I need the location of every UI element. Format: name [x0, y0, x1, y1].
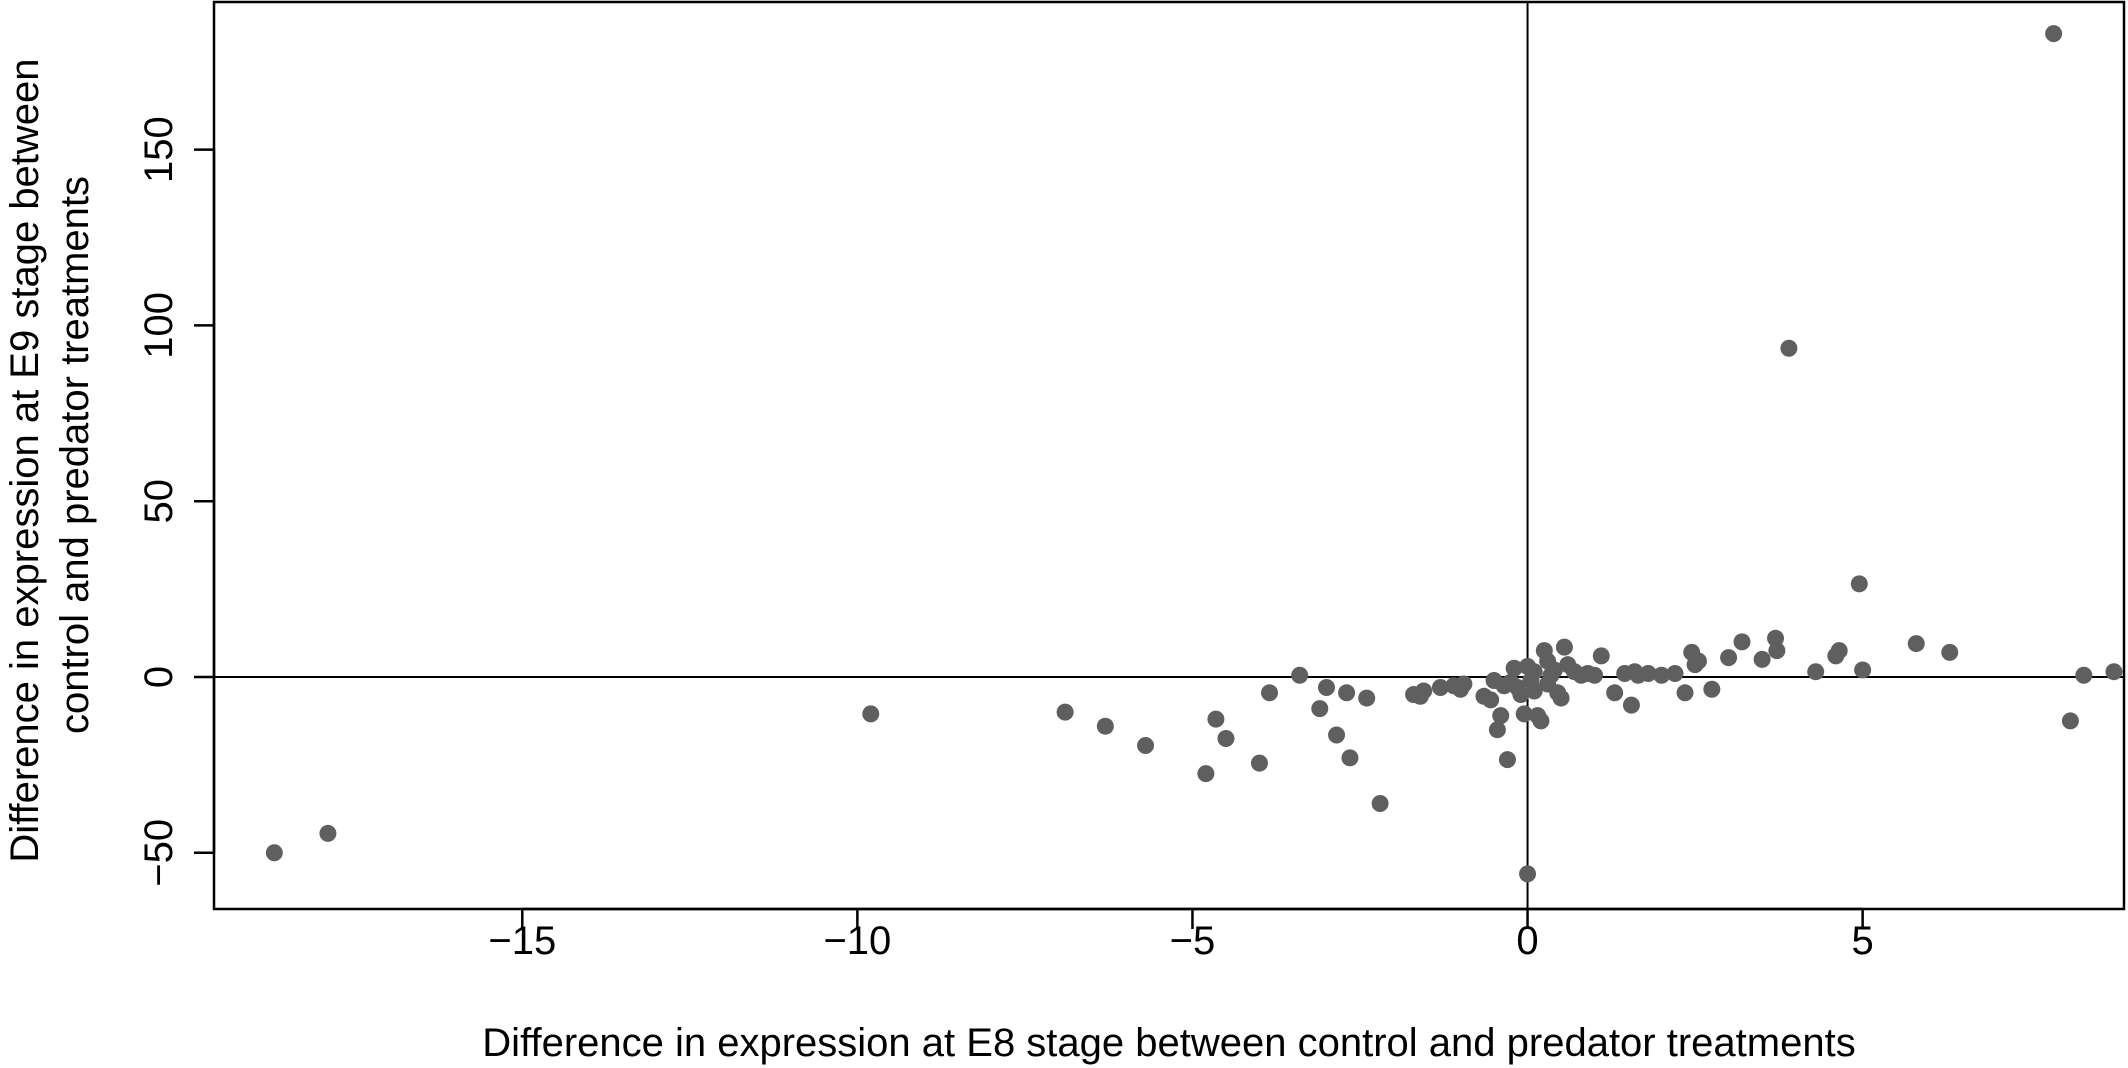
data-point	[1482, 691, 1500, 709]
data-point	[1371, 795, 1389, 813]
y-tick-label: 0	[137, 666, 181, 688]
x-tick-label: 0	[1516, 919, 1538, 963]
data-point	[1338, 684, 1356, 702]
data-point	[1676, 684, 1694, 702]
x-tick-label: −5	[1170, 919, 1216, 963]
data-point	[1498, 751, 1516, 769]
data-point	[2061, 712, 2079, 730]
data-point	[1519, 865, 1537, 883]
data-point	[1341, 749, 1359, 767]
data-point	[1689, 652, 1707, 670]
data-points	[265, 25, 2123, 883]
data-point	[1217, 729, 1235, 747]
data-point	[1492, 707, 1510, 725]
data-point	[1703, 680, 1721, 698]
x-tick-label: 5	[1852, 919, 1874, 963]
data-point	[862, 705, 880, 723]
data-point	[1622, 696, 1640, 714]
data-point	[1767, 629, 1785, 647]
data-point	[1780, 339, 1798, 357]
data-point	[1431, 679, 1449, 697]
data-point	[265, 844, 283, 862]
data-point	[1586, 666, 1604, 684]
data-point	[1525, 663, 1543, 681]
data-point	[2075, 666, 2093, 684]
x-tick-label: −15	[488, 919, 556, 963]
x-axis-title: Difference in expression at E8 stage bet…	[482, 1021, 1855, 1065]
data-point	[1505, 659, 1523, 677]
data-point	[1291, 666, 1309, 684]
data-point	[319, 824, 337, 842]
data-point	[1606, 684, 1624, 702]
data-point	[1941, 643, 1959, 661]
data-point	[1207, 710, 1225, 728]
data-point	[1733, 633, 1751, 651]
data-point	[1311, 700, 1329, 718]
data-point	[1768, 642, 1786, 660]
data-point	[1653, 666, 1671, 684]
data-point	[1415, 682, 1433, 700]
data-point	[1830, 642, 1848, 660]
data-point	[1328, 726, 1346, 744]
y-axis: −50 0 50 100 150	[137, 116, 216, 887]
data-point	[1358, 689, 1376, 707]
y-tick-label: 150	[137, 116, 181, 183]
data-point	[1525, 682, 1543, 700]
data-point	[1666, 664, 1684, 682]
data-point	[1532, 712, 1550, 730]
data-point	[1753, 650, 1771, 668]
y-tick-label: 100	[137, 292, 181, 359]
data-point	[1096, 717, 1114, 735]
y-tick-label: 50	[137, 479, 181, 524]
data-point	[1720, 649, 1738, 667]
data-point	[1592, 647, 1610, 665]
data-point	[1197, 765, 1215, 783]
data-point	[1545, 661, 1563, 679]
data-point	[1250, 754, 1268, 772]
data-point	[1455, 675, 1473, 693]
data-point	[2045, 25, 2063, 43]
y-tick-label: −50	[137, 819, 181, 887]
data-point	[1056, 703, 1074, 721]
data-point	[1854, 661, 1872, 679]
data-point	[1137, 737, 1155, 755]
data-point	[1488, 721, 1506, 739]
data-point	[1807, 663, 1825, 681]
data-point	[2105, 663, 2123, 681]
data-point	[1512, 686, 1530, 704]
data-point	[1555, 638, 1573, 656]
data-point	[1552, 689, 1570, 707]
x-axis: −15 −10 −5 0 5	[488, 907, 1874, 963]
data-point	[1515, 705, 1533, 723]
y-axis-title-line-1: Difference in expression at E9 stage bet…	[3, 58, 47, 862]
y-axis-title-line-2: control and predator treatments	[53, 176, 97, 734]
data-point	[1907, 635, 1925, 653]
data-point	[1850, 575, 1868, 593]
data-point	[1317, 679, 1335, 697]
x-tick-label: −10	[823, 919, 891, 963]
data-point	[1639, 664, 1657, 682]
y-axis-title: Difference in expression at E9 stage bet…	[3, 47, 97, 862]
data-point	[1261, 684, 1279, 702]
plot-frame	[212, 0, 2126, 911]
